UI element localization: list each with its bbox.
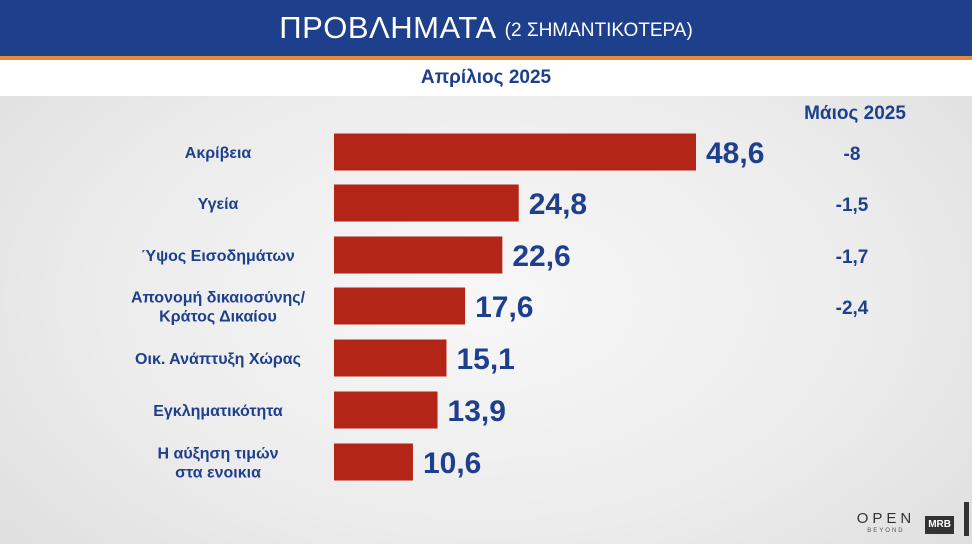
change-label: -1,7: [836, 247, 869, 268]
open-logo-subtext: BEYOND: [867, 528, 905, 534]
value-label: 17,6: [475, 291, 533, 324]
value-label: 15,1: [456, 343, 514, 376]
value-label: 10,6: [423, 447, 481, 480]
value-label: 48,6: [706, 137, 764, 170]
category-label: Κράτος Δικαίου: [159, 309, 277, 326]
period-band: Απρίλιος 2025: [0, 60, 972, 96]
change-label: -2,4: [836, 298, 869, 319]
value-label: 22,6: [512, 240, 570, 273]
change-label: -8: [844, 144, 861, 165]
category-label: Οικ. Ανάπτυξη Χώρας: [135, 351, 301, 368]
period-label: Απρίλιος 2025: [420, 67, 552, 88]
bar: [334, 287, 466, 325]
category-label: Ύψος Εισοδημάτων: [141, 248, 295, 265]
bar: [334, 391, 438, 429]
bar: [334, 443, 413, 481]
bar: [334, 236, 503, 274]
compare-column-header: Μάιος 2025: [804, 103, 906, 124]
category-label: Η αύξηση τιμών: [158, 446, 279, 463]
mrb-logo: MRB: [925, 516, 954, 534]
change-label: -1,5: [836, 195, 869, 216]
value-label: 13,9: [448, 395, 506, 428]
corner-decoration: [964, 502, 969, 536]
open-logo: OPEN BEYOND: [857, 511, 916, 534]
bar: [334, 339, 447, 377]
category-label: Υγεία: [198, 196, 239, 213]
broadcaster-logos: OPEN BEYOND MRB: [857, 511, 954, 534]
bar: [334, 133, 696, 171]
category-label: Εγκληματικότητα: [153, 403, 283, 420]
header-bar: ΠΡΟΒΛΗΜΑΤΑ (2 ΣΗΜΑΝΤΙΚΟΤΕΡΑ): [0, 0, 972, 56]
category-label: Απονομή δικαιοσύνης/: [131, 290, 306, 307]
accent-divider: [0, 56, 972, 60]
chart-title: ΠΡΟΒΛΗΜΑΤΑ: [279, 10, 497, 45]
value-label: 24,8: [529, 188, 587, 221]
open-logo-text: OPEN: [856, 510, 916, 527]
bar: [334, 184, 519, 222]
category-label: Ακρίβεια: [185, 145, 252, 162]
category-label: στα ενοικια: [175, 465, 261, 482]
chart-subtitle: (2 ΣΗΜΑΝΤΙΚΟΤΕΡΑ): [504, 20, 693, 41]
